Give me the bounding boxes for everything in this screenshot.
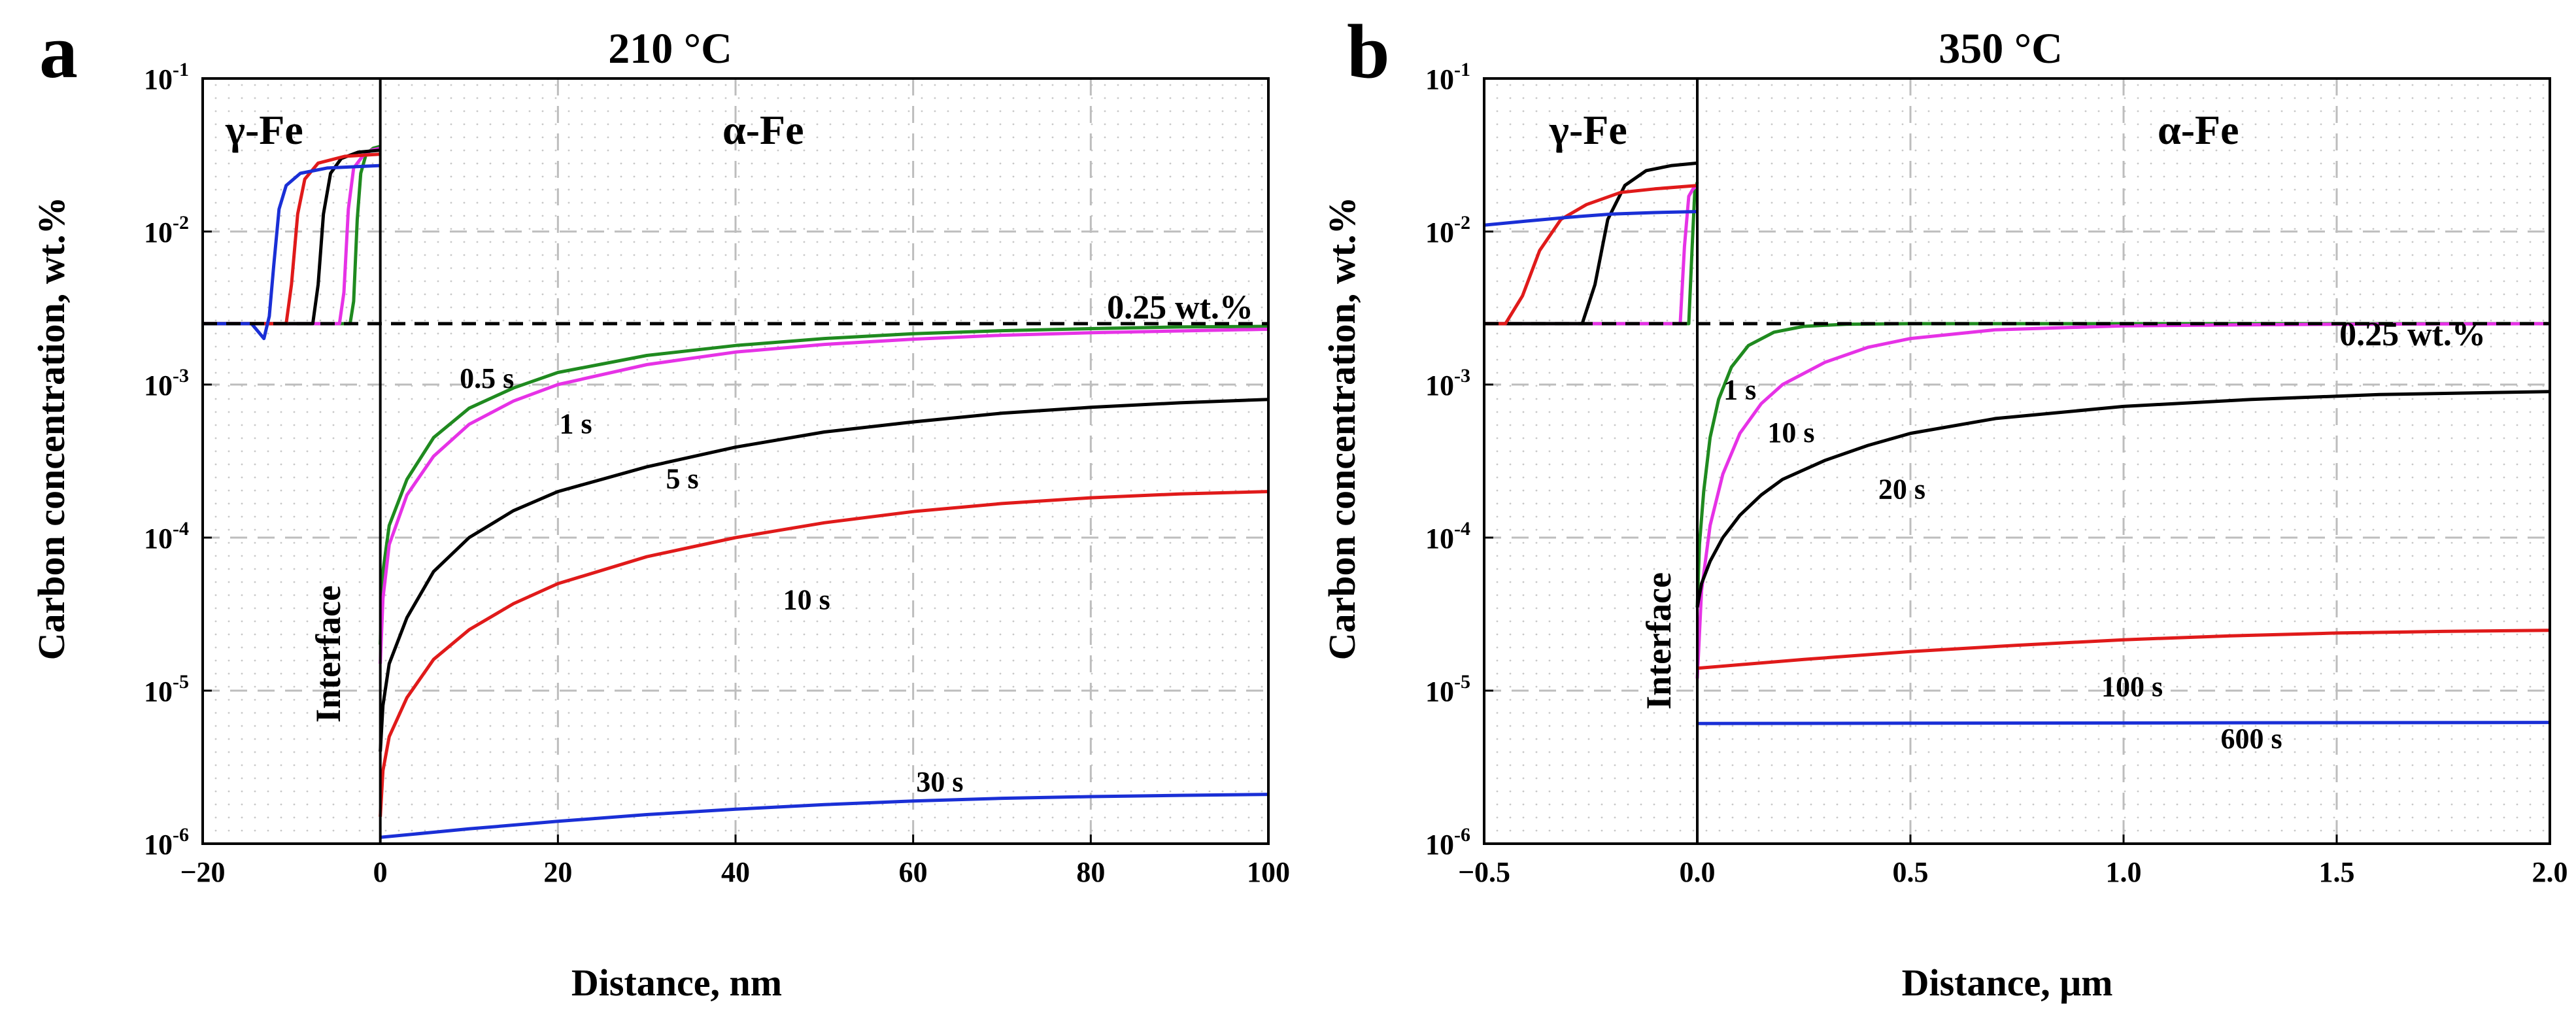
panel-b-x-tick-label: 1.0: [2106, 856, 2142, 888]
panel-b-series-20-s-gamma: [1484, 161, 1698, 326]
panel-b-y-tick-label: 10-6: [1425, 824, 1470, 861]
panel-a-curve-label-0-5-s: 0.5 s: [460, 362, 514, 394]
panel-b-grid: [1484, 78, 2550, 844]
panel-a: a 210 °C Carbon concentration, wt.% Dist…: [30, 9, 1290, 1004]
panel-b-y-tick-label: 10-4: [1425, 518, 1470, 555]
panel-a-curve-label-30-s: 30 s: [916, 766, 963, 798]
panel-a-series-10-s-gamma: [203, 152, 381, 326]
panel-b-interface-label: Interface: [1639, 572, 1678, 710]
panel-b-series-10-s-gamma: [1484, 184, 1699, 326]
panel-b-curve-label-100-s: 100 s: [2101, 670, 2163, 702]
panel-a-curve-label-1-s: 1 s: [559, 408, 592, 440]
panel-a-letter: a: [39, 9, 78, 94]
panel-a-reference-label: 0.25 wt.%: [1107, 289, 1253, 326]
panel-a-series-5-s-alpha: [379, 398, 1269, 752]
panel-a-x-axis-label: Distance, nm: [571, 961, 782, 1004]
panel-b-series-10-s-alpha: [1695, 322, 2551, 679]
panel-b-curve-label-600-s: 600 s: [2221, 723, 2282, 755]
panel-a-gamma-fe-label: γ-Fe: [225, 107, 303, 153]
panel-a-title: 210 °C: [608, 25, 732, 73]
panel-b-series: [1483, 161, 2551, 725]
panel-a-x-tick-label: 100: [1247, 856, 1290, 888]
panel-b-y-tick-label: 10-1: [1425, 59, 1470, 95]
panel-b-ticks: −0.5 0.0 0.5 1.0 1.5 2.0 10-6 10-5 10-4 10-3 10-2 1…: [1425, 59, 2568, 888]
panel-a-y-axis-label: Carbon concentration, wt.%: [30, 197, 73, 661]
panel-a-x-tick-label: 60: [899, 856, 928, 888]
panel-b-title: 350 °C: [1939, 25, 2063, 73]
panel-b-series-20-s-alpha: [1695, 390, 2551, 608]
panel-b-gamma-fe-label: γ-Fe: [1549, 107, 1627, 153]
panel-b-plot-area: −0.5 0.0 0.5 1.0 1.5 2.0 10-6 10-5 10-4 10-3 10-2 1…: [1425, 59, 2568, 888]
panel-b-alpha-fe-label: α-Fe: [2158, 107, 2239, 153]
panel-a-curve-label-10-s: 10 s: [783, 584, 830, 616]
panel-b-x-tick-label: 2.0: [2532, 856, 2568, 888]
panel-a-series-1-s-alpha: [379, 327, 1269, 664]
panel-b-y-tick-label: 10-5: [1425, 671, 1470, 708]
panel-a-curve-label-5-s: 5 s: [666, 463, 698, 495]
panel-b-x-tick-label: 1.5: [2319, 856, 2355, 888]
panel-b-curve-label-1-s: 1 s: [1723, 374, 1756, 406]
panel-a-curve-labels: 0.5 s 1 s 5 s 10 s 30 s: [460, 362, 963, 798]
panel-b-reference-label: 0.25 wt.%: [2339, 316, 2486, 353]
panel-a-y-tick-label: 10-4: [144, 518, 189, 555]
panel-a-x-tick-label: 40: [721, 856, 750, 888]
panel-b-letter: b: [1347, 9, 1390, 94]
panel-a-series-0-5-s-alpha: [379, 324, 1269, 645]
panel-a-series-5-s-gamma: [203, 148, 381, 326]
panel-b-x-axis-label: Distance, μm: [1902, 961, 2113, 1004]
panel-b-series-100-s-alpha: [1697, 629, 2551, 670]
panel-a-alpha-fe-label: α-Fe: [722, 107, 804, 153]
panel-b-y-tick-label: 10-3: [1425, 365, 1470, 402]
panel-a-series-30-s-alpha: [380, 793, 1269, 839]
panel-b-series-600-s-alpha: [1697, 721, 2551, 725]
panel-a-x-tick-label: 80: [1076, 856, 1105, 888]
panel-a-x-tick-label: 20: [543, 856, 572, 888]
panel-a-y-tick-label: 10-5: [144, 671, 189, 708]
panel-b: b 350 °C Carbon concentration, wt.% Dist…: [1321, 9, 2568, 1004]
panel-a-ticks: −20 0 20 40 60 80 100 10-6 10-5 10-4 10-3 10-2 10-1: [144, 59, 1290, 888]
panel-b-plot-frame: [1483, 77, 2551, 845]
panel-a-series: [203, 145, 1269, 839]
panel-a-plot-area: −20 0 20 40 60 80 10010-610-510-410-310-210-1 …: [144, 59, 1290, 888]
panel-a-y-tick-label: 10-3: [144, 365, 189, 402]
panel-a-series-30-s-gamma: [203, 164, 381, 341]
panel-b-plot-background: [1484, 78, 2550, 844]
panel-b-y-tick-label: 10-2: [1425, 212, 1470, 249]
panel-b-series-600-s-gamma: [1483, 210, 1698, 227]
panel-b-curve-label-20-s: 20 s: [1878, 473, 1925, 505]
panel-a-y-tick-label: 10-1: [144, 59, 189, 95]
panel-b-series-1-s-alpha: [1695, 322, 2550, 608]
panel-b-x-tick-label: 0.0: [1680, 856, 1716, 888]
panel-b-curve-labels: 1 s 10 s 20 s 100 s 600 s: [1723, 374, 2282, 755]
panel-a-interface-label: Interface: [309, 585, 348, 723]
panel-b-y-axis-label: Carbon concentration, wt.%: [1321, 197, 1363, 661]
panel-a-y-tick-label: 10-2: [144, 212, 189, 249]
panel-b-x-tick-label: 0.5: [1893, 856, 1929, 888]
panel-b-curve-label-10-s: 10 s: [1767, 417, 1814, 449]
panel-a-x-tick-label: 0: [373, 856, 388, 888]
panel-a-y-tick-label: 10-6: [144, 824, 189, 861]
panel-a-series-10-s-alpha: [379, 490, 1269, 817]
panel-b-x-tick-label: −0.5: [1458, 856, 1510, 888]
panel-a-x-tick-label: −20: [180, 856, 225, 888]
